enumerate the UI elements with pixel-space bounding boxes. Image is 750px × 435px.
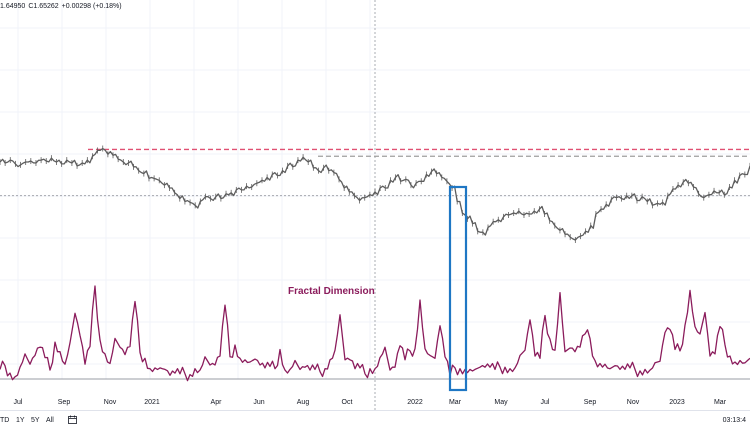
x-tick-label: 2022 xyxy=(407,399,423,406)
x-tick-label: Sep xyxy=(584,399,597,406)
x-tick-label: Mar xyxy=(449,399,462,406)
fractal-dimension-group xyxy=(0,285,750,382)
highlight-box[interactable] xyxy=(448,185,468,392)
x-tick-label: Apr xyxy=(211,399,223,406)
horizontal-levels[interactable] xyxy=(0,148,750,197)
range-button-1y[interactable]: 1Y xyxy=(16,417,25,424)
x-tick-label: Mar xyxy=(714,399,727,406)
x-tick-label: Jul xyxy=(541,399,550,406)
x-tick-label: 2023 xyxy=(669,399,685,406)
fractal-dimension-line xyxy=(0,285,750,382)
x-tick-label: May xyxy=(494,399,508,406)
x-axis: Jul Sep Nov 2021 Apr Jun Aug Oct 2022 Mar May Jul Se… xyxy=(14,399,727,406)
ohlc-readout: 1.64950 C1.65262 +0.00298 (+0.18%) xyxy=(0,3,125,10)
x-tick-label: Jun xyxy=(253,399,264,406)
close-value: C1.65262 xyxy=(28,3,59,10)
x-tick-label: Jul xyxy=(14,399,23,406)
x-tick-label: Nov xyxy=(627,399,640,406)
x-tick-label: Oct xyxy=(342,399,353,406)
low-value: 1.64950 xyxy=(0,3,26,10)
range-button-all[interactable]: All xyxy=(46,417,54,424)
bottom-toolbar: TD 1Y 5Y All 03:13:4 xyxy=(0,410,750,431)
x-tick-label: Sep xyxy=(58,399,71,406)
change-value: +0.00298 (+0.18%) xyxy=(61,3,122,10)
price-series-group xyxy=(0,145,750,243)
calendar-icon[interactable] xyxy=(68,415,77,424)
indicator-label: Fractal Dimension xyxy=(288,286,375,297)
x-tick-label: 2021 xyxy=(144,399,160,406)
range-button-5y[interactable]: 5Y xyxy=(31,417,40,424)
x-tick-label: Aug xyxy=(297,399,310,406)
range-button-td[interactable]: TD xyxy=(0,417,10,424)
x-tick-label: Nov xyxy=(104,399,117,406)
clock-readout: 03:13:4 xyxy=(722,417,746,424)
